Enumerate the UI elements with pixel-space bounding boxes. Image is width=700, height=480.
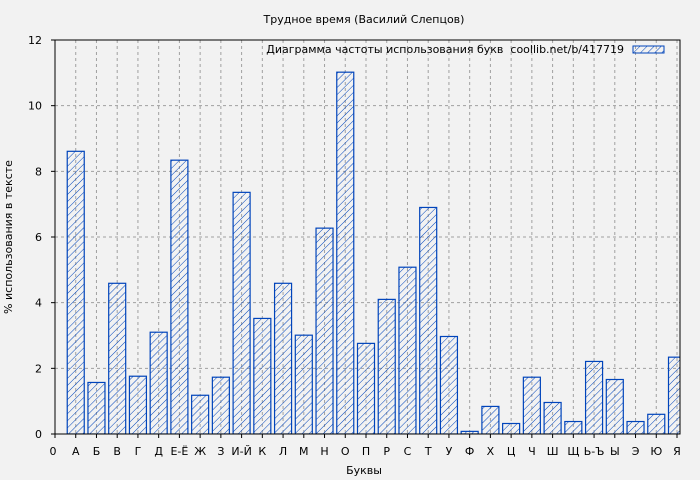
x-tick-label: Ж bbox=[194, 445, 206, 458]
x-tick-label: К bbox=[258, 445, 266, 458]
y-tick-label: 10 bbox=[28, 100, 42, 113]
y-tick-label: 4 bbox=[35, 297, 42, 310]
y-axis: 0 2 4 6 8 10 12 bbox=[28, 34, 55, 441]
y-tick-label: 0 bbox=[35, 428, 42, 441]
legend: Диаграмма частоты использования букв coo… bbox=[266, 43, 665, 56]
y-tick-label: 8 bbox=[35, 165, 42, 178]
bar-З bbox=[211, 376, 230, 434]
x-tick-label: Ю bbox=[650, 445, 662, 458]
x-tick-label: И-Й bbox=[231, 445, 251, 458]
bar-Н bbox=[315, 227, 334, 434]
x-tick-label: Л bbox=[279, 445, 287, 458]
bar-Ю bbox=[647, 413, 666, 434]
x-tick-label: З bbox=[217, 445, 224, 458]
bar-Ь-Ъ bbox=[584, 360, 604, 434]
y-axis-label: % использования в тексте bbox=[2, 160, 15, 314]
x-tick-label: Д bbox=[154, 445, 163, 458]
bar-Ч bbox=[522, 376, 541, 434]
x-tick-label: Н bbox=[320, 445, 328, 458]
bar-О bbox=[336, 71, 355, 434]
y-tick-label: 2 bbox=[35, 362, 42, 375]
x-tick-label: Ь-Ъ bbox=[584, 445, 605, 458]
bar-Т bbox=[419, 206, 438, 434]
bars bbox=[66, 71, 680, 434]
x-tick-label: А bbox=[72, 445, 80, 458]
x-tick-label: Ш bbox=[547, 445, 559, 458]
legend-label: Диаграмма частоты использования букв coo… bbox=[266, 43, 624, 56]
x-tick-label: Б bbox=[93, 445, 101, 458]
bar-Б bbox=[87, 381, 106, 434]
x-tick-label: Т bbox=[424, 445, 432, 458]
x-tick-label: Щ bbox=[567, 445, 579, 458]
bar-П bbox=[356, 342, 376, 434]
bar-Я bbox=[667, 356, 680, 434]
x-tick-label: Ы bbox=[610, 445, 620, 458]
x-axis: 0 А Б В Г Д Е-Ё Ж З И-Й К Л М Н О П Р С Т У Ф Х Ц Ч Ш Щ Ь-Ъ Ы Э Ю Я bbox=[50, 434, 681, 458]
x-tick-label: Э bbox=[632, 445, 640, 458]
y-tick-label: 12 bbox=[28, 34, 42, 47]
bar-М bbox=[294, 334, 313, 434]
x-tick-label: Ф bbox=[465, 445, 474, 458]
bar-Л bbox=[273, 282, 293, 434]
x-tick-label: Ц bbox=[507, 445, 516, 458]
x-tick-label: М bbox=[299, 445, 309, 458]
bar-В bbox=[108, 282, 127, 434]
x-tick-label: Е-Ё bbox=[170, 445, 188, 458]
bar-Ы bbox=[605, 378, 624, 434]
x-tick-label: Я bbox=[673, 445, 681, 458]
bar-Р bbox=[377, 298, 396, 434]
bar-У bbox=[439, 335, 459, 434]
bar-Э bbox=[626, 420, 645, 434]
y-tick-label: 6 bbox=[35, 231, 42, 244]
bar-К bbox=[253, 317, 272, 434]
bar-Ж bbox=[191, 394, 210, 434]
bar-С bbox=[398, 266, 417, 434]
bar-Ш bbox=[543, 401, 562, 434]
bar-Ц bbox=[502, 422, 521, 434]
x-tick-label: Ч bbox=[528, 445, 536, 458]
bar-А bbox=[66, 150, 85, 434]
x-tick-label: У bbox=[446, 445, 453, 458]
chart-title: Трудное время (Василий Слепцов) bbox=[263, 13, 465, 26]
bar-Х bbox=[481, 405, 500, 434]
x-tick-label: Х bbox=[487, 445, 495, 458]
bar-Г bbox=[128, 375, 148, 434]
x-tick-label: Г bbox=[135, 445, 142, 458]
legend-swatch bbox=[632, 45, 665, 54]
x-tick-label: Р bbox=[383, 445, 390, 458]
x-tick-label: С bbox=[404, 445, 412, 458]
bar-Е-Ё bbox=[170, 159, 189, 434]
bar-Щ bbox=[564, 420, 583, 434]
x-tick-label: В bbox=[113, 445, 121, 458]
bar-И-Й bbox=[232, 191, 251, 434]
x-tick-label: 0 bbox=[50, 445, 57, 458]
x-axis-label: Буквы bbox=[346, 464, 382, 477]
x-tick-label: О bbox=[341, 445, 350, 458]
bar-Д bbox=[149, 331, 168, 434]
x-tick-label: П bbox=[362, 445, 370, 458]
